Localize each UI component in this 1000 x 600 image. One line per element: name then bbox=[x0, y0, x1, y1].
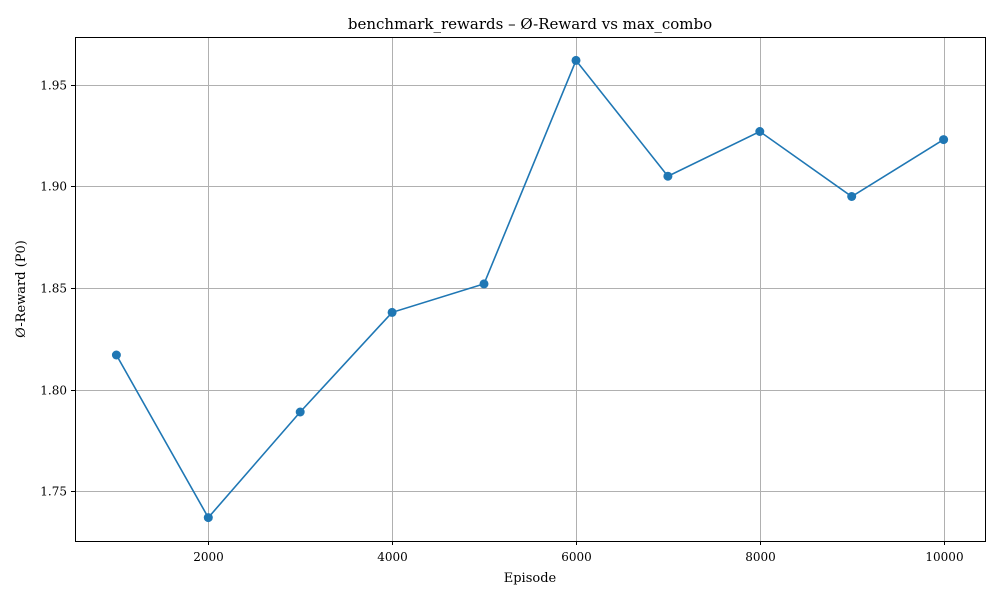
x-tick-label: 4000 bbox=[377, 550, 408, 564]
data-point bbox=[387, 307, 397, 317]
data-point bbox=[663, 171, 673, 181]
data-point bbox=[755, 127, 765, 136]
y-tick-label: 1.85 bbox=[40, 282, 67, 296]
x-axis-label: Episode bbox=[504, 571, 557, 586]
data-point bbox=[479, 279, 489, 289]
data-point bbox=[571, 55, 581, 65]
y-tick-label: 1.80 bbox=[40, 384, 67, 398]
y-tick-label: 1.90 bbox=[40, 180, 67, 194]
x-tick-label: 10000 bbox=[925, 550, 963, 564]
data-point bbox=[203, 513, 213, 523]
data-point bbox=[295, 407, 305, 417]
x-tick-label: 6000 bbox=[561, 550, 592, 564]
grid-lines bbox=[75, 37, 985, 541]
x-tick-label: 2000 bbox=[193, 550, 224, 564]
plot-frame bbox=[75, 37, 986, 542]
data-point bbox=[847, 192, 857, 201]
chart-title: benchmark_rewards – Ø-Reward vs max_comb… bbox=[348, 15, 712, 33]
data-point bbox=[111, 350, 121, 360]
x-tick-label: 8000 bbox=[745, 550, 776, 564]
y-axis-label: Ø-Reward (P0) bbox=[14, 240, 29, 338]
data-point bbox=[939, 135, 949, 145]
y-tick-label: 1.95 bbox=[40, 79, 67, 93]
series-layer bbox=[111, 55, 949, 523]
series-line bbox=[115, 58, 945, 519]
axis-ticks: 2000 4000 6000 8000 10000 1.75 1.80 1.85 1.90 1.9… bbox=[40, 79, 963, 565]
y-tick-label: 1.75 bbox=[40, 485, 67, 499]
